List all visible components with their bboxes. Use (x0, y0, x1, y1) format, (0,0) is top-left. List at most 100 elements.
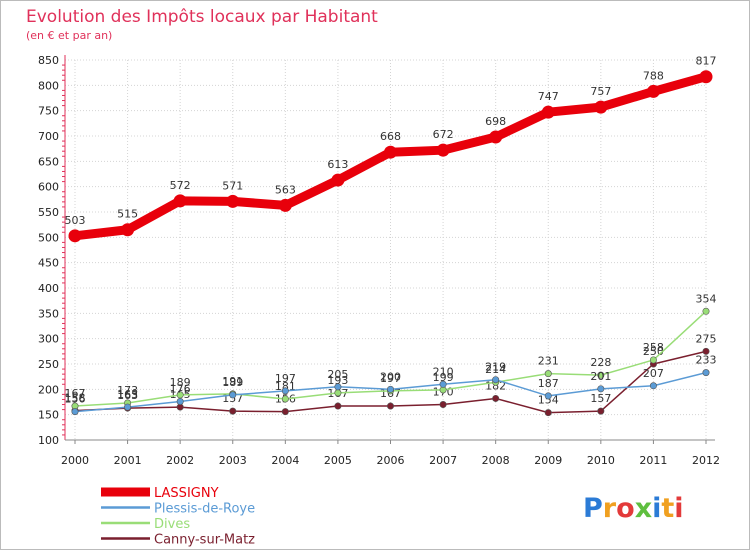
y-tick-label: 600 (38, 181, 59, 194)
x-tick-label: 2000 (61, 454, 89, 467)
data-label: 165 (117, 388, 138, 401)
data-point (278, 198, 292, 212)
data-label: 163 (117, 389, 138, 402)
proxiti-logo: Proxiti (583, 493, 684, 524)
data-point (384, 145, 397, 159)
logo-letter: i (674, 493, 683, 524)
data-label: 275 (696, 332, 717, 345)
logo-letter: i (652, 493, 661, 524)
data-point (439, 380, 447, 388)
data-point (439, 401, 447, 409)
data-point (699, 70, 713, 84)
data-label: 173 (117, 384, 138, 397)
data-point (702, 369, 710, 377)
y-tick-label: 150 (38, 409, 59, 422)
data-label: 187 (538, 377, 559, 390)
data-point (544, 409, 552, 417)
data-point (121, 223, 135, 237)
data-label: 154 (538, 394, 559, 407)
legend: LASSIGNYPlessis-de-RoyeDivesCanny-sur-Ma… (101, 486, 255, 548)
data-point (334, 402, 342, 410)
data-label: 197 (380, 372, 401, 385)
y-tick-label: 450 (38, 257, 59, 270)
logo-letter: x (635, 493, 652, 524)
x-tick-label: 2008 (482, 454, 510, 467)
data-label: 157 (590, 392, 611, 405)
y-tick-label: 200 (38, 383, 59, 396)
y-tick-label: 350 (38, 307, 59, 320)
data-label: 189 (222, 376, 243, 389)
data-label: 698 (485, 115, 506, 128)
data-label: 158 (65, 392, 86, 405)
x-tick-label: 2012 (692, 454, 720, 467)
logo-letter: P (583, 493, 603, 524)
data-point (334, 383, 342, 391)
data-label: 219 (485, 361, 506, 374)
x-tick-label: 2009 (534, 454, 562, 467)
data-point (281, 395, 289, 403)
legend-label: Dives (154, 517, 190, 532)
y-tick-label: 250 (38, 358, 59, 371)
x-tick-label: 2001 (114, 454, 142, 467)
data-label: 613 (327, 158, 348, 171)
x-tick-label: 2007 (429, 454, 457, 467)
data-point (492, 376, 500, 384)
chart-subtitle: (en € et par an) (26, 29, 112, 42)
y-tick-label: 300 (38, 333, 59, 346)
y-tick-label: 650 (38, 155, 59, 168)
logo-letter: r (603, 493, 617, 524)
data-point (281, 408, 289, 416)
data-label: 191 (222, 375, 243, 388)
data-point (541, 105, 555, 119)
logo-letter: t (661, 493, 674, 524)
x-tick-label: 2006 (377, 454, 405, 467)
data-label: 354 (696, 292, 717, 305)
data-label: 563 (275, 183, 296, 196)
data-point (702, 347, 710, 355)
data-point (649, 382, 657, 390)
y-tick-label: 400 (38, 282, 59, 295)
data-point (597, 371, 605, 379)
plot-area: 100 150 200 250 300 350 400 450 500 550 600 650 700 7… (38, 54, 720, 467)
y-tick-label: 100 (38, 434, 59, 447)
data-point (331, 173, 345, 187)
data-label: 207 (643, 367, 664, 380)
y-tick-label: 700 (38, 130, 59, 143)
y-tick-label: 800 (38, 79, 59, 92)
legend-label: LASSIGNY (154, 486, 219, 501)
legend-label: Canny-sur-Matz (154, 533, 255, 548)
data-label: 200 (380, 370, 401, 383)
data-point (594, 100, 608, 114)
data-label: 156 (65, 393, 86, 406)
data-label: 672 (433, 128, 454, 141)
data-label: 167 (65, 387, 86, 400)
data-point (71, 408, 79, 416)
data-point (597, 407, 605, 415)
data-label: 205 (327, 368, 348, 381)
y-tick-label: 750 (38, 105, 59, 118)
x-tick-label: 2003 (219, 454, 247, 467)
legend-label: Plessis-de-Roye (154, 502, 255, 517)
data-label: 197 (275, 372, 296, 385)
data-point (176, 397, 184, 405)
x-tick-label: 2002 (166, 454, 194, 467)
data-label: 757 (590, 85, 611, 98)
y-tick-label: 500 (38, 231, 59, 244)
x-tick-label: 2011 (639, 454, 667, 467)
data-label: 515 (117, 208, 138, 221)
data-label: 199 (433, 371, 454, 384)
data-label: 201 (590, 370, 611, 383)
data-point (702, 307, 710, 315)
data-point (492, 394, 500, 402)
data-point (597, 385, 605, 393)
data-point (436, 143, 450, 157)
data-point (386, 402, 394, 410)
data-label: 572 (170, 179, 191, 192)
x-tick-label: 2010 (587, 454, 615, 467)
data-label: 231 (538, 355, 559, 368)
data-point (489, 130, 503, 144)
y-tick-label: 850 (38, 54, 59, 67)
data-point (124, 403, 132, 411)
